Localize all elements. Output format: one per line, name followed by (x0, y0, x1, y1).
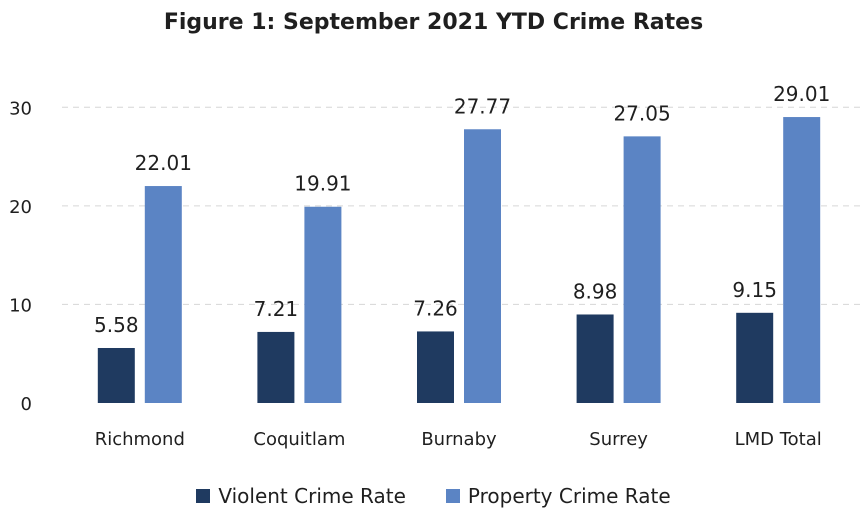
bar-property-1 (304, 206, 342, 403)
data-label-property-2: 27.77 (454, 94, 511, 118)
bar-property-4 (783, 117, 821, 404)
y-tick-label: 10 (9, 295, 32, 316)
data-label-violent-3: 8.98 (573, 279, 618, 303)
legend-item-property: Property Crime Rate (445, 484, 671, 508)
data-label-violent-4: 9.15 (732, 278, 777, 302)
gridlines (62, 106, 860, 305)
chart-legend: Violent Crime Rate Property Crime Rate (0, 484, 867, 508)
data-label-violent-1: 7.21 (254, 297, 299, 321)
bar-property-0 (144, 186, 182, 403)
data-label-property-4: 29.01 (773, 82, 830, 106)
data-label-violent-2: 7.26 (413, 296, 458, 320)
chart-title: Figure 1: September 2021 YTD Crime Rates (163, 10, 704, 35)
legend-label-violent: Violent Crime Rate (218, 484, 406, 508)
legend-swatch-violent (196, 489, 211, 503)
x-category-label: Surrey (589, 429, 648, 450)
data-label-property-3: 27.05 (613, 101, 670, 125)
bar-property-2 (464, 129, 501, 403)
bar-violent-3 (576, 314, 614, 403)
y-tick-label: 20 (9, 197, 32, 218)
legend-swatch-property (445, 489, 460, 503)
x-category-label: LMD Total (735, 429, 822, 450)
legend-item-violent: Violent Crime Rate (196, 484, 406, 508)
bar-violent-4 (736, 312, 774, 403)
bar-property-3 (623, 136, 661, 403)
y-tick-label: 30 (9, 98, 32, 119)
legend-label-property: Property Crime Rate (467, 484, 671, 508)
y-axis-ticks: 0 10 20 30 (9, 98, 32, 415)
data-label-property-1: 19.91 (294, 172, 351, 196)
x-axis-categories: Richmond Coquitlam Burnaby Surrey LMD Total (95, 429, 822, 450)
data-label-property-0: 22.01 (135, 151, 192, 175)
data-label-violent-0: 5.58 (94, 313, 139, 337)
bar-violent-1 (257, 331, 295, 403)
x-category-label: Coquitlam (253, 429, 345, 450)
x-category-label: Richmond (95, 429, 185, 450)
bars (97, 117, 821, 404)
bar-violent-0 (97, 347, 135, 403)
bar-violent-2 (417, 331, 454, 403)
x-category-label: Burnaby (421, 429, 497, 450)
data-labels: 5.58 22.01 7.21 19.91 7.26 27.77 8.98 27.05 9.15… (94, 82, 830, 337)
y-tick-label: 0 (21, 394, 32, 415)
